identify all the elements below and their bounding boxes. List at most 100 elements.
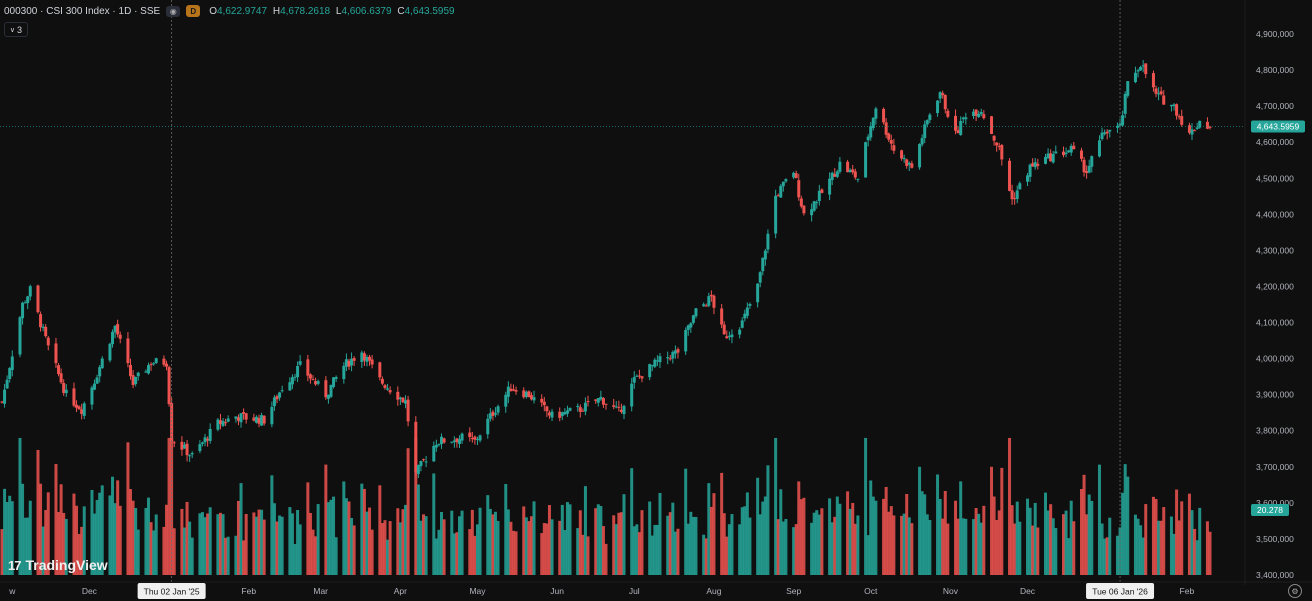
candle-body (704, 305, 708, 307)
candle-body (648, 364, 652, 378)
month-tick-label: Jun (550, 586, 564, 596)
candle-body (131, 375, 135, 385)
volume-bar (414, 437, 418, 575)
candle-body (792, 172, 796, 178)
candle-body (936, 100, 940, 113)
candle-body (496, 406, 500, 413)
volume-bar (401, 509, 405, 575)
volume-bar (673, 531, 677, 575)
candle-body (236, 417, 240, 421)
candle-body (1046, 153, 1050, 159)
candle-body (64, 389, 68, 394)
candle-body (838, 161, 842, 172)
price-axis[interactable]: 3,400,000 3,500,000 3,600,000 3,700,000 3,80… (1244, 0, 1305, 585)
volume-bar (694, 516, 698, 575)
volume-bar (522, 506, 526, 575)
volume-bar (473, 535, 477, 575)
price-tick-label: 3,900,000 (1256, 390, 1294, 400)
volume-bar (810, 522, 814, 575)
volume-bar (918, 466, 922, 575)
volume-bar (797, 481, 801, 575)
candle-body (437, 444, 441, 446)
last-price-tag (1251, 120, 1305, 133)
candle-body (352, 358, 356, 361)
volume-bar (689, 511, 693, 575)
volume-bar (298, 524, 302, 575)
volume-bar (460, 510, 464, 575)
volume-bar (90, 489, 94, 575)
tradingview-logo[interactable]: 17 TradingView (8, 557, 108, 573)
candle-body (794, 173, 798, 179)
candle-body (889, 140, 893, 144)
gear-icon[interactable]: ⚙ (1288, 584, 1302, 598)
volume-value: 20.278 (1257, 505, 1283, 515)
candle-body (41, 326, 45, 328)
volume-bar (116, 480, 120, 575)
candle-body (578, 407, 582, 412)
volume-bar (509, 521, 513, 575)
volume-bar (946, 523, 950, 575)
candle-body (851, 169, 855, 173)
volume-bar (46, 492, 50, 575)
candle-body (727, 335, 731, 337)
volume-bar (288, 507, 292, 575)
candle-body (707, 296, 711, 306)
volume-bar (290, 513, 294, 575)
candle-body (581, 410, 585, 412)
volume-bar (10, 501, 14, 575)
volume-bar (278, 515, 282, 575)
volume-bar (147, 497, 151, 575)
candle-body (545, 406, 549, 412)
volume-bar (26, 517, 30, 575)
candle-body (23, 302, 27, 304)
volume-bar (404, 504, 408, 575)
volume-bar (527, 521, 531, 575)
volume-bar (224, 537, 228, 575)
candle-body (1159, 91, 1163, 95)
candle-body (1133, 72, 1137, 83)
candle-body (601, 398, 605, 405)
volume-bar (386, 539, 390, 575)
candle-body (72, 388, 76, 406)
candle-body (1157, 93, 1161, 95)
eye-icon[interactable]: ◉ (166, 5, 181, 17)
volume-bar (1033, 502, 1037, 575)
candle-body (583, 402, 587, 412)
volume-bar (637, 532, 641, 575)
volume-bar (1205, 521, 1209, 575)
candle-body (884, 122, 888, 135)
candle-body (21, 302, 25, 319)
data-badge[interactable]: D (186, 5, 201, 17)
volume-bar (95, 499, 99, 575)
candle-body (126, 338, 130, 364)
candle-body (1123, 93, 1127, 114)
candle-body (3, 389, 7, 404)
price-candles (0, 59, 1212, 479)
volume-bar (956, 518, 960, 575)
candle-body (1100, 132, 1104, 140)
volume-bar (234, 535, 238, 575)
candle-body (982, 114, 986, 119)
price-tick-label: 3,700,000 (1256, 462, 1294, 472)
volume-bar (830, 522, 834, 575)
volume-bar (1044, 492, 1048, 575)
symbol-title[interactable]: 000300 · CSI 300 Index · 1D · SSE (4, 5, 161, 17)
crosshair-date-label: Thu 02 Jan '25 (144, 587, 200, 597)
volume-bar (743, 506, 747, 575)
volume-bar (308, 512, 312, 575)
candle-body (478, 435, 482, 441)
volume-bar (188, 521, 192, 575)
time-axis[interactable]: w Dec Feb Mar Apr May Jun Jul Aug Sep Oct Nov Dec Feb… (0, 581, 1312, 599)
indicator-toggle[interactable]: ∨ 3 (4, 22, 28, 37)
volume-bar (540, 533, 544, 575)
volume-bar (524, 517, 528, 575)
candle-body (514, 390, 518, 392)
candle-body (979, 112, 983, 115)
candle-body (1141, 65, 1145, 67)
candle-body (815, 202, 819, 204)
volume-bar (329, 499, 333, 575)
candle-body (200, 442, 204, 444)
volume-bar (1108, 517, 1112, 575)
volume-bar (21, 483, 25, 575)
